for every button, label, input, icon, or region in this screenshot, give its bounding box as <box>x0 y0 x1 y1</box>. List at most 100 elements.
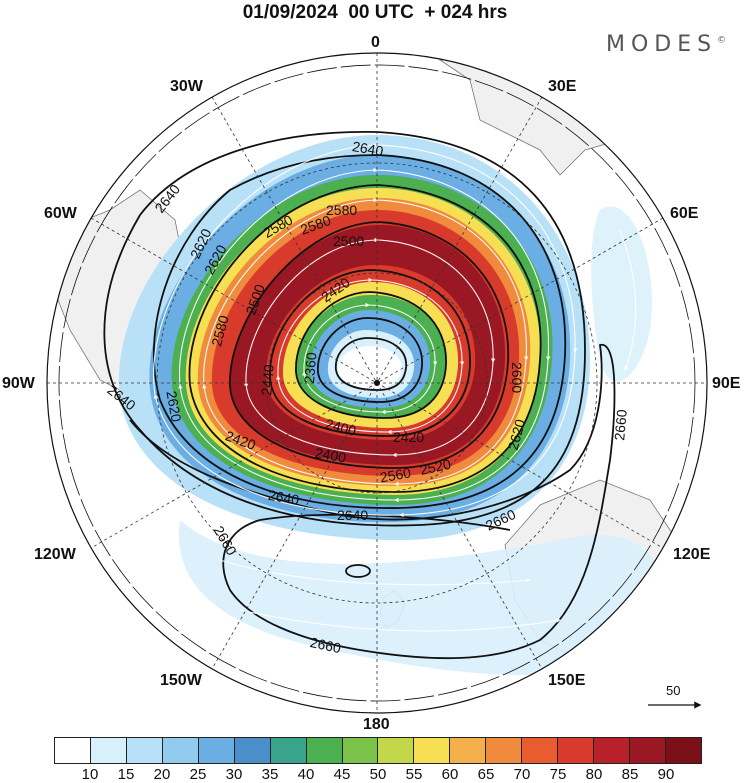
colorbar-box <box>162 738 199 763</box>
contour-2400 <box>317 317 423 403</box>
colorbar-tick-label: 15 <box>117 766 135 783</box>
lon-label-120e: 120E <box>673 546 711 563</box>
contour-label: 2640 <box>337 507 368 523</box>
contour-label: 2620 <box>163 390 184 424</box>
lon-label-150w: 150W <box>160 672 202 689</box>
contour-2580 <box>188 184 542 493</box>
streamline-1 <box>376 144 578 353</box>
streamline-20 <box>277 277 373 377</box>
map-title: 01/09/2024 00 UTC + 024 hrs <box>242 2 508 23</box>
lon-label-30e: 30E <box>548 78 577 95</box>
colorbar-box <box>90 738 127 763</box>
copyright-icon: © <box>717 35 727 46</box>
reference-vector-label: 50 <box>666 683 681 698</box>
colorbar-tick-label: 25 <box>189 766 207 783</box>
streamline-25 <box>219 559 531 586</box>
wind-streamlines <box>153 142 637 632</box>
contour-2660-outer <box>129 344 616 660</box>
streamline-23 <box>302 371 383 413</box>
colorbar-box <box>126 738 163 763</box>
streamline-27 <box>619 229 637 371</box>
contour-label: 2660 <box>611 408 630 441</box>
contour-label: 2360 <box>301 351 320 384</box>
height-contours <box>103 130 616 660</box>
streamline-8 <box>179 167 378 386</box>
streamline-5 <box>376 169 551 361</box>
colorbar-box <box>342 738 379 763</box>
contour-label: 2660 <box>309 634 343 656</box>
streamline-3 <box>153 394 401 516</box>
contour-label: 2560 <box>379 464 413 485</box>
contour-label: 2400 <box>314 445 348 466</box>
colorbar-tick-label: 60 <box>441 766 459 783</box>
colorbar-tick-label: 50 <box>369 766 387 783</box>
streamline-7 <box>178 384 396 501</box>
contour-2620 <box>152 154 567 509</box>
colorbar-box <box>486 738 523 763</box>
streamline-6 <box>394 359 549 503</box>
polar-stereographic-map: 2640 2640 2640 2620 2580 2580 2580 2500 … <box>46 52 708 714</box>
streamline-11 <box>202 384 396 485</box>
colorbar-tick-label: 30 <box>225 766 243 783</box>
lon-label-120w: 120W <box>34 546 76 563</box>
modes-logo: MODES© <box>606 32 726 57</box>
colorbar-tick-label: 90 <box>657 766 675 783</box>
colorbar-box <box>306 738 343 763</box>
streamline-24 <box>303 302 370 373</box>
colorbar-tick-label: 85 <box>621 766 639 783</box>
streamline-16 <box>245 237 379 383</box>
colorbar-tick-label: 80 <box>585 766 603 783</box>
contour-2360 <box>335 337 407 391</box>
lon-label-90e: 90E <box>712 375 741 392</box>
streamline-13 <box>377 239 496 363</box>
map-border-outer <box>46 52 708 714</box>
streamline-14 <box>392 361 494 458</box>
contour-label: 2620 <box>505 417 529 451</box>
colorbar-tick-label: 70 <box>513 766 531 783</box>
colorbar-box <box>665 738 701 763</box>
colorbar-box <box>450 738 487 763</box>
lon-label-150e: 150E <box>548 672 586 689</box>
contour-label: 2500 <box>333 233 364 249</box>
south-pole-marker <box>374 380 380 386</box>
shade-polar-calm <box>338 346 402 390</box>
lon-label-0: 0 <box>371 34 380 51</box>
colorbar-tick-label: 45 <box>333 766 351 783</box>
streamline-12 <box>203 197 378 386</box>
contour-label: 2520 <box>418 456 452 478</box>
contour-label: 2580 <box>208 313 232 347</box>
lon-label-90w: 90W <box>2 375 35 392</box>
colorbar-tick-label: 55 <box>405 766 423 783</box>
streamline-21 <box>368 304 438 366</box>
contour-label: 2440 <box>258 363 277 396</box>
streamline-10 <box>394 359 527 487</box>
shade-east-fringe <box>591 206 652 382</box>
wind-speed-colorbar <box>54 737 702 764</box>
colorbar-box <box>630 738 666 763</box>
streamline-9 <box>376 199 529 361</box>
lon-label-60w: 60W <box>44 205 77 222</box>
contour-2660-cutoff <box>345 564 371 578</box>
colorbar-tick-label: 40 <box>297 766 315 783</box>
colorbar-tick-label: 75 <box>549 766 567 783</box>
contour-2500 <box>229 221 509 469</box>
streamline-4 <box>153 142 378 396</box>
colorbar-tick-label: 35 <box>261 766 279 783</box>
contour-label: 2640 <box>351 138 385 159</box>
colorbar-box <box>198 738 235 763</box>
reference-vector-arrow-icon <box>648 701 702 709</box>
contour-2420 <box>295 291 447 419</box>
contour-2440 <box>269 269 471 437</box>
contour-label: 2420 <box>393 429 424 445</box>
colorbar-box <box>594 738 630 763</box>
lon-label-30w: 30W <box>170 78 203 95</box>
colorbar-tick-label: 65 <box>477 766 495 783</box>
streamline-18 <box>387 364 463 435</box>
contour-label: 2600 <box>509 362 525 393</box>
streamline-17 <box>371 279 465 366</box>
colorbar-box <box>378 738 415 763</box>
colorbar-box <box>55 738 91 763</box>
contour-label: 2580 <box>326 202 357 218</box>
map-border-inner <box>58 64 696 702</box>
logo-text: MODES <box>606 32 718 57</box>
